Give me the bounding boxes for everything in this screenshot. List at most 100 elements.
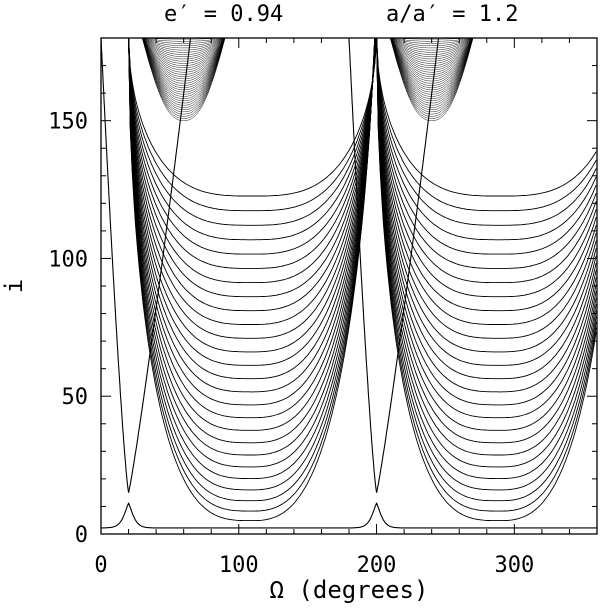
fine-contour-line <box>142 37 226 77</box>
fine-contour-line <box>390 37 474 115</box>
fine-contour-line <box>390 37 474 57</box>
contour-line <box>376 37 597 197</box>
fine-contour-line <box>390 37 474 71</box>
fine-contour-line <box>142 37 226 53</box>
fine-contour-line <box>390 37 474 121</box>
fine-contour-line <box>142 37 226 115</box>
contour-line <box>376 37 597 298</box>
fine-contour-line <box>390 37 474 64</box>
contour-line <box>376 37 597 393</box>
contour-line <box>128 37 378 366</box>
separatrix-right <box>376 37 440 493</box>
contour-line <box>376 37 597 522</box>
fine-contour-line <box>390 37 474 73</box>
fine-contour-line <box>390 37 474 51</box>
fine-contour-line <box>142 37 226 57</box>
y-tick-label: 150 <box>48 110 88 135</box>
fine-contour-line <box>390 37 474 60</box>
fine-contour-line <box>142 37 226 102</box>
fine-contour-line <box>142 37 226 82</box>
contour-line <box>128 37 378 339</box>
contour-line <box>128 37 378 212</box>
cusp-contour-line <box>101 502 349 529</box>
x-axis-label: Ω (degrees) <box>270 576 429 604</box>
fine-contour-line <box>390 37 474 119</box>
separatrix-left <box>348 37 378 493</box>
fine-contour-line <box>390 37 474 113</box>
contour-line <box>376 37 597 406</box>
axis-ticks: 0 100 200 300 0 50 100 150 <box>48 38 597 578</box>
fine-contour-line <box>390 37 474 55</box>
fine-contour-line <box>142 37 226 69</box>
contour-line <box>376 37 597 353</box>
fine-contour-line <box>142 37 226 49</box>
fine-contour-line <box>390 37 474 66</box>
contour-line <box>376 37 597 491</box>
fine-contour-line <box>390 37 474 104</box>
contour-line <box>128 37 378 226</box>
chart-title-semimajor-ratio: a/a′ = 1.2 <box>386 2 519 27</box>
contour-line <box>376 37 597 312</box>
contour-line <box>376 37 597 255</box>
contour-line <box>376 37 597 366</box>
contour-line <box>376 37 597 380</box>
fine-contour-line <box>142 37 226 75</box>
contour-line <box>128 37 377 444</box>
contour-line <box>376 37 597 269</box>
fine-contour-line <box>390 37 474 75</box>
fine-contour-line <box>142 37 226 86</box>
contour-line <box>128 37 378 393</box>
contour-line <box>376 37 597 212</box>
contour-line <box>376 37 597 480</box>
fine-contour-line <box>142 37 226 71</box>
fine-contour-line <box>142 37 226 51</box>
fine-contour-line <box>142 37 226 64</box>
fine-contour-line <box>142 37 226 117</box>
contour-line <box>128 37 377 480</box>
fine-contour-line <box>142 37 226 84</box>
cusp-contour-line <box>349 502 597 529</box>
fine-contour-line <box>390 37 474 62</box>
fine-contour-line <box>390 37 474 88</box>
fine-contour-line <box>390 37 474 110</box>
y-tick-label: 0 <box>75 523 88 548</box>
contour-line <box>376 37 597 339</box>
separatrix-left <box>100 37 130 493</box>
contour-line <box>376 37 597 226</box>
x-tick-label: 100 <box>219 553 259 578</box>
contour-line <box>128 37 378 241</box>
contour-line <box>376 37 597 325</box>
fine-contour-line <box>142 37 226 60</box>
chart-title-eccentricity: e′ = 0.94 <box>164 2 284 27</box>
contour-line <box>128 37 378 380</box>
fine-contour-line <box>142 37 226 88</box>
fine-contour-line <box>142 37 226 80</box>
contour-line <box>128 37 378 353</box>
contour-line <box>376 37 597 431</box>
x-tick-label: 0 <box>94 553 107 578</box>
fine-contour-line <box>142 37 226 99</box>
contour-line <box>128 37 377 502</box>
contour-line <box>128 37 377 512</box>
contour-line <box>376 37 597 456</box>
fine-contour-line <box>390 37 474 53</box>
fine-contour-line <box>142 37 226 113</box>
contour-line <box>128 37 378 406</box>
contour-line <box>128 37 377 491</box>
fine-contour-line <box>390 37 474 117</box>
fine-contour-line <box>142 37 226 104</box>
fine-contour-line <box>142 37 226 73</box>
contour-line <box>128 37 378 298</box>
contour-line <box>128 37 378 197</box>
fine-contour-line <box>142 37 226 119</box>
contour-line <box>376 37 597 512</box>
fine-contour-line <box>390 37 474 106</box>
fine-contour-line <box>390 37 474 99</box>
contour-line <box>128 37 378 312</box>
contour-lines <box>100 37 597 529</box>
fine-contour-line <box>142 37 226 121</box>
separatrix-right <box>128 37 192 493</box>
fine-contour-line <box>390 37 474 77</box>
x-tick-label: 300 <box>494 553 534 578</box>
